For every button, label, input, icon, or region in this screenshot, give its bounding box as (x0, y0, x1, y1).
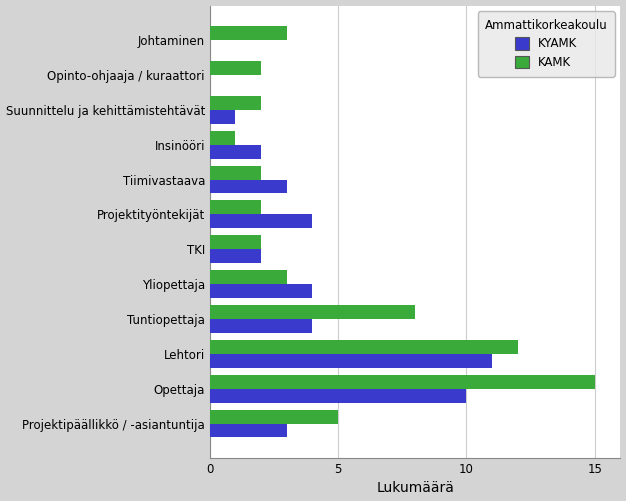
Bar (210, 375, 595, 389)
Bar (210, 214, 312, 228)
Bar (210, 340, 518, 354)
Bar (210, 200, 261, 214)
Bar (210, 319, 312, 333)
Bar (210, 410, 338, 423)
Bar (210, 145, 261, 159)
Bar (210, 389, 466, 403)
Bar (210, 96, 261, 110)
Bar (210, 110, 235, 124)
Bar (210, 235, 261, 249)
Bar (210, 131, 235, 145)
Bar (210, 249, 261, 263)
Bar (210, 179, 287, 193)
Bar (210, 305, 415, 319)
Bar (210, 270, 287, 284)
Bar (210, 354, 492, 368)
Bar (210, 61, 261, 75)
Bar (210, 26, 287, 40)
Legend: KYAMK, KAMK: KYAMK, KAMK (478, 12, 615, 77)
X-axis label: Lukumäärä: Lukumäärä (376, 481, 454, 495)
Bar (210, 423, 287, 437)
Bar (210, 165, 261, 179)
Bar (210, 284, 312, 298)
